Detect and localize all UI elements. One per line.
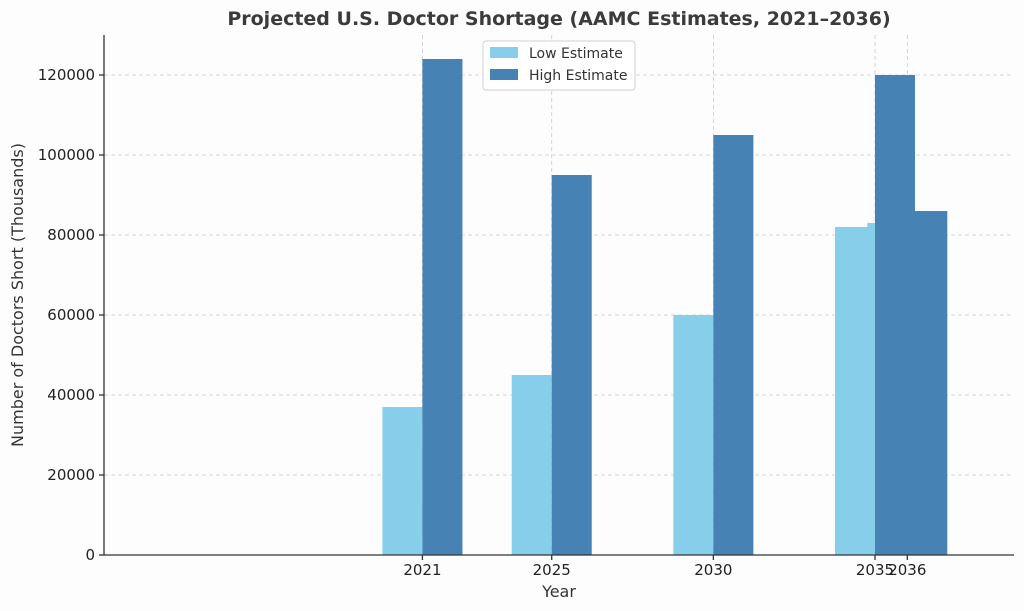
legend-label-low: Low Estimate <box>529 46 623 62</box>
x-tick-label: 2036 <box>888 561 926 579</box>
y-tick-label: 120000 <box>38 66 95 84</box>
legend-swatch-low <box>490 47 518 58</box>
bar-low-2030 <box>673 315 714 555</box>
y-tick-label: 100000 <box>38 146 95 164</box>
x-axis-label: Year <box>541 582 576 601</box>
axes <box>99 35 1014 560</box>
bar-high-2025 <box>551 175 592 555</box>
tick-labels: 0 20000 40000 60000 80000 100000 120000 2021 202… <box>38 66 927 579</box>
bar-low-2021 <box>382 407 423 555</box>
bar-high-2030 <box>713 135 754 555</box>
legend-swatch-high <box>490 69 518 80</box>
chart-title: Projected U.S. Doctor Shortage (AAMC Est… <box>227 8 890 30</box>
y-tick-label: 60000 <box>47 306 95 324</box>
legend-frame <box>482 40 636 91</box>
bars <box>382 59 948 555</box>
y-tick-label: 80000 <box>47 226 95 244</box>
x-tick-label: 2021 <box>403 561 441 579</box>
bar-low-2025 <box>511 375 552 555</box>
x-tick-label: 2030 <box>694 561 732 579</box>
x-tick-label: 2035 <box>856 561 894 579</box>
y-axis-label: Number of Doctors Short (Thousands) <box>8 143 27 447</box>
bar-high-2021 <box>422 59 463 555</box>
legend: Low Estimate High Estimate <box>482 40 636 91</box>
y-tick-label: 40000 <box>47 386 95 404</box>
x-tick-label: 2025 <box>533 561 571 579</box>
y-tick-label: 20000 <box>47 466 95 484</box>
bar-high-2036 <box>907 211 948 555</box>
legend-label-high: High Estimate <box>529 68 627 84</box>
y-tick-label: 0 <box>85 546 95 564</box>
